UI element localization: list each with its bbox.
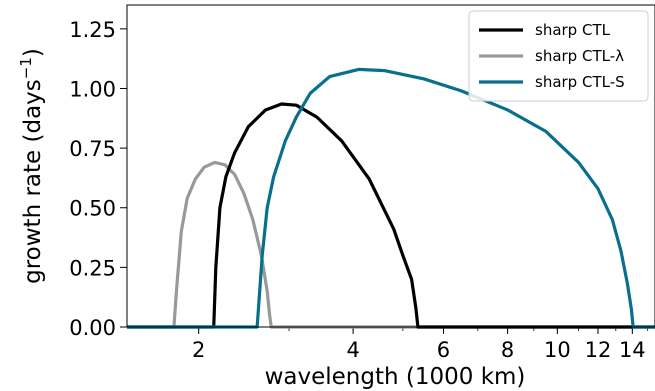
y-axis-label-main: growth rate (days: [20, 79, 46, 284]
legend-box: [468, 10, 649, 102]
legend-label: sharp CTL: [535, 21, 611, 39]
y-tick-label: 0.25: [69, 256, 116, 280]
y-tick-label: 1.25: [69, 18, 116, 42]
x-tick-label: 12: [585, 338, 612, 362]
y-tick-label: 0.50: [69, 197, 116, 221]
y-tick-label: 0.75: [69, 137, 116, 161]
x-tick-label: 10: [544, 338, 571, 362]
x-axis-label: wavelength (1000 km): [265, 364, 526, 390]
x-tick-label: 4: [346, 338, 359, 362]
y-tick-label: 0.00: [69, 316, 116, 340]
series-line-2: [127, 67, 655, 329]
x-tick-label: 8: [501, 338, 514, 362]
series-line-1: [127, 160, 655, 329]
y-tick-label: 1.00: [69, 77, 116, 101]
legend-label: sharp CTL-λ: [535, 47, 624, 65]
tick-labels: 2 4 6 8 10 12 14 0.00 0.25 0.50 0.75 1.00 1.25: [69, 18, 645, 362]
y-axis-label-superscript: −1: [17, 57, 35, 79]
x-tick-label: 2: [192, 338, 205, 362]
series-line-0: [127, 102, 655, 329]
y-axis-label: growth rate (days−1): [17, 48, 46, 284]
legend-label: sharp CTL-S: [535, 73, 625, 91]
legend: sharp CTL sharp CTL-λ sharp CTL-S: [468, 10, 649, 102]
plot-frame: [126, 4, 655, 328]
x-tick-label: 14: [619, 338, 646, 362]
series-lines: [127, 67, 655, 329]
y-axis-label-close: ): [20, 48, 46, 57]
x-tick-label: 6: [437, 338, 450, 362]
